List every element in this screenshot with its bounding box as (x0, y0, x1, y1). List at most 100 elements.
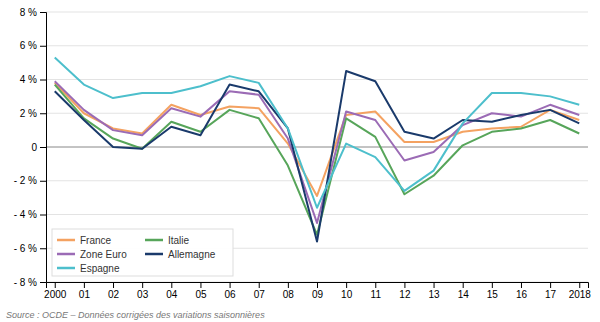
plot-area: - 8 % - 6 % - 4 % - 2 % 0 2 % 4 % 6 % 8 % 2000 01 0… (14, 7, 592, 300)
x-tick: 01 (79, 282, 91, 300)
tick-mark (259, 282, 260, 288)
x-tick: 11 (371, 282, 382, 300)
legend-label: France (80, 235, 112, 246)
axis-line (47, 283, 589, 289)
tick-mark (288, 282, 289, 288)
legend-label: Allemagne (168, 249, 216, 260)
x-tick: 15 (487, 282, 499, 300)
x-tick: 07 (254, 282, 266, 300)
tick-mark (346, 282, 347, 288)
tick-mark (55, 282, 56, 288)
legend-label: Espagne (80, 263, 120, 274)
x-tick: 04 (166, 282, 178, 300)
y-tick: 6 % (20, 40, 46, 51)
y-tick: - 6 % (14, 243, 46, 254)
y-tick: - 8 % (14, 277, 46, 288)
tick-mark (200, 282, 201, 288)
x-tick: 06 (225, 282, 237, 300)
tick-label: 01 (79, 289, 91, 300)
tick-label: 09 (312, 289, 324, 300)
legend-background (52, 229, 233, 276)
tick-mark (375, 282, 376, 288)
y-tick: - 4 % (14, 209, 46, 220)
x-tick: 02 (108, 282, 120, 300)
legend-swatch (57, 239, 75, 242)
x-tick: 10 (341, 282, 353, 300)
legend-item: Espagne (57, 263, 120, 274)
tick-mark (142, 282, 143, 288)
tick-mark (463, 282, 464, 288)
x-tick: 17 (545, 282, 557, 300)
tick-label: - 8 % (14, 277, 37, 288)
tick-mark (40, 215, 46, 216)
legend-swatch (145, 239, 163, 242)
grid-line (46, 180, 588, 181)
grid-line (46, 214, 588, 215)
tick-label: 2 % (20, 108, 37, 119)
legend-swatch (57, 253, 75, 256)
tick-mark (84, 282, 85, 288)
tick-label: 05 (195, 289, 207, 300)
tick-label: - 2 % (14, 175, 37, 186)
grid-line (46, 79, 588, 80)
tick-label: 0 (31, 142, 37, 153)
tick-mark (171, 282, 172, 288)
tick-mark (317, 282, 318, 288)
grid-line (46, 45, 588, 46)
tick-mark (579, 282, 580, 288)
tick-mark (492, 282, 493, 288)
legend-swatch (57, 267, 75, 270)
legend-item: Zone Euro (57, 249, 127, 260)
y-tick: 2 % (20, 108, 46, 119)
x-tick: 03 (137, 282, 149, 300)
tick-label: 17 (545, 289, 557, 300)
tick-label: 8 % (20, 7, 37, 18)
x-axis: 2000 01 02 03 04 05 06 07 08 09 10 11 12 13 14 15 16 17 20… (44, 282, 591, 300)
tick-label: 6 % (20, 40, 37, 51)
x-tick: 2000 (44, 282, 67, 300)
legend-item: Allemagne (145, 249, 216, 260)
grid-line (46, 12, 588, 13)
tick-label: 02 (108, 289, 120, 300)
tick-mark (230, 282, 231, 288)
grid-line (46, 113, 588, 114)
y-tick: 0 (31, 142, 46, 153)
x-tick: 09 (312, 282, 324, 300)
tick-mark (40, 80, 46, 81)
x-tick: 13 (428, 282, 440, 300)
tick-mark (40, 113, 46, 114)
series-line (55, 58, 580, 208)
series-line (55, 85, 580, 235)
x-tick: 05 (195, 282, 207, 300)
tick-label: 16 (516, 289, 528, 300)
series-line (55, 83, 580, 196)
tick-label: 03 (137, 289, 149, 300)
tick-mark (521, 282, 522, 288)
tick-label: 12 (399, 289, 411, 300)
x-tick: 08 (283, 282, 295, 300)
tick-label: 07 (254, 289, 266, 300)
tick-label: 13 (428, 289, 440, 300)
legend-label: Italie (168, 235, 190, 246)
tick-label: 04 (166, 289, 178, 300)
tick-label: 15 (487, 289, 499, 300)
x-tick: 12 (399, 282, 411, 300)
tick-mark (40, 248, 46, 249)
tick-label: - 4 % (14, 209, 37, 220)
axis-line (40, 13, 47, 283)
tick-mark (40, 12, 46, 13)
legend-item: Italie (145, 235, 190, 246)
lines (55, 58, 580, 242)
tick-label: - 6 % (14, 243, 37, 254)
y-tick: 4 % (20, 74, 46, 85)
series-line (55, 81, 580, 223)
tick-label: 2000 (44, 289, 67, 300)
chart: - 8 % - 6 % - 4 % - 2 % 0 2 % 4 % 6 % 8 % 2000 01 0… (0, 0, 600, 322)
y-tick: 8 % (20, 7, 46, 18)
tick-label: 14 (458, 289, 470, 300)
tick-label: 06 (225, 289, 237, 300)
tick-mark (550, 282, 551, 288)
tick-label: 08 (283, 289, 295, 300)
x-tick: 2018 (569, 282, 592, 300)
tick-label: 11 (371, 289, 382, 300)
